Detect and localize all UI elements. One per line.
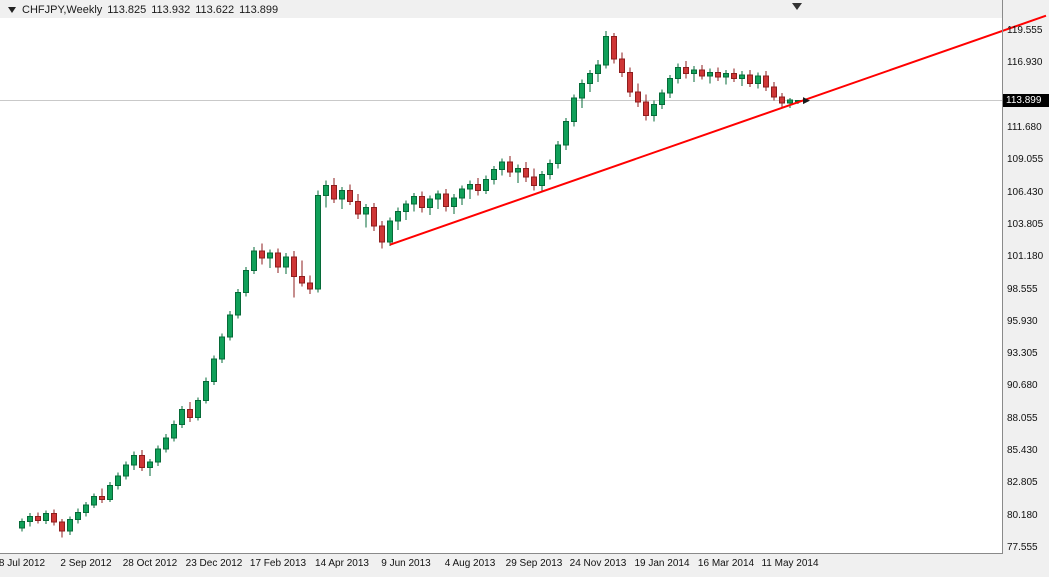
symbol-timeframe-label: CHFJPY,Weekly bbox=[22, 4, 103, 16]
time-axis-label: 16 Mar 2014 bbox=[697, 558, 755, 569]
chart-plot-area[interactable] bbox=[0, 18, 1002, 553]
time-axis-label: 28 Oct 2012 bbox=[122, 558, 178, 569]
price-axis[interactable]: 119.555 116.930 111.680 109.055 106.430 103.8… bbox=[0, 0, 1049, 553]
price-axis-label: 109.055 bbox=[1007, 154, 1044, 166]
price-axis-label: 101.180 bbox=[1007, 251, 1044, 263]
price-axis-label: 111.680 bbox=[1007, 121, 1042, 133]
price-axis-label: 85.430 bbox=[1007, 445, 1038, 457]
price-axis-label: 95.930 bbox=[1007, 315, 1038, 327]
time-axis-separator bbox=[0, 553, 1003, 554]
price-axis-label: 80.180 bbox=[1007, 509, 1038, 521]
time-axis-label: 23 Dec 2012 bbox=[185, 558, 243, 569]
price-axis-label: 119.555 bbox=[1007, 25, 1043, 36]
ohlc-low-value: 113.622 bbox=[195, 4, 235, 16]
current-price-box: 113.899 bbox=[1003, 93, 1049, 107]
price-axis-label: 106.430 bbox=[1007, 186, 1044, 198]
time-axis-label: 4 Aug 2013 bbox=[444, 558, 496, 569]
time-axis-label: 11 May 2014 bbox=[761, 558, 819, 569]
time-axis-label: 17 Feb 2013 bbox=[249, 558, 307, 569]
ohlc-close-value: 113.899 bbox=[239, 4, 279, 16]
price-axis-label: 103.805 bbox=[1007, 218, 1044, 230]
time-axis-label: 2 Sep 2012 bbox=[60, 558, 112, 569]
time-axis[interactable]: 8 Jul 2012 2 Sep 2012 28 Oct 2012 23 Dec 20… bbox=[0, 553, 1049, 577]
time-axis-label: 8 Jul 2012 bbox=[0, 558, 46, 569]
price-axis-label: 116.930 bbox=[1007, 57, 1043, 69]
ohlc-high-value: 113.932 bbox=[151, 4, 191, 16]
time-axis-label: 19 Jan 2014 bbox=[634, 558, 690, 569]
time-axis-label: 14 Apr 2013 bbox=[315, 558, 369, 569]
ohlc-open-value: 113.825 bbox=[107, 4, 147, 16]
price-axis-label: 82.805 bbox=[1007, 477, 1038, 489]
price-axis-label: 77.555 bbox=[1007, 542, 1038, 553]
time-axis-label: 9 Jun 2013 bbox=[381, 558, 431, 569]
price-axis-label: 98.555 bbox=[1007, 283, 1038, 295]
symbol-marker-icon bbox=[8, 7, 16, 13]
price-axis-separator bbox=[1002, 0, 1003, 554]
time-axis-label: 24 Nov 2013 bbox=[569, 558, 627, 569]
chart-shift-marker-icon[interactable] bbox=[792, 3, 802, 10]
price-axis-label: 93.305 bbox=[1007, 348, 1038, 360]
chart-header: CHFJPY,Weekly 113.825 113.932 113.622 11… bbox=[8, 3, 278, 17]
price-axis-label: 90.680 bbox=[1007, 380, 1038, 392]
price-axis-label: 88.055 bbox=[1007, 412, 1038, 424]
time-axis-label: 29 Sep 2013 bbox=[505, 558, 563, 569]
